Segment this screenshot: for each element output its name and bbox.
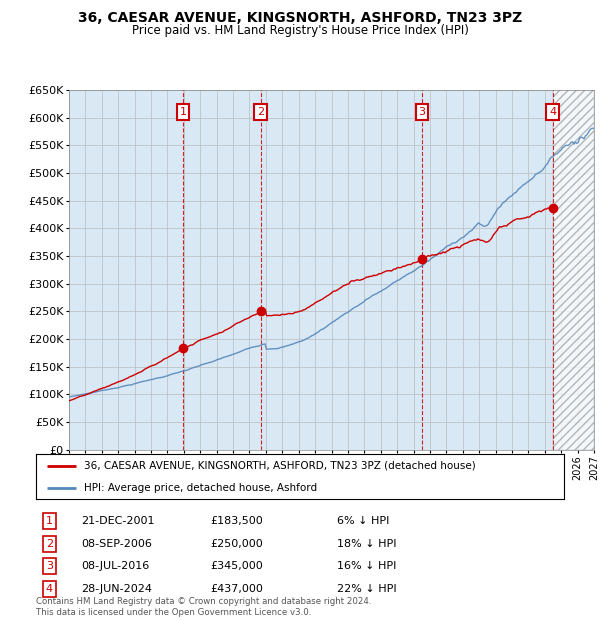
Text: 21-DEC-2001: 21-DEC-2001	[81, 516, 154, 526]
Text: 3: 3	[419, 107, 425, 117]
Text: 2: 2	[46, 539, 53, 549]
Text: 36, CAESAR AVENUE, KINGSNORTH, ASHFORD, TN23 3PZ (detached house): 36, CAESAR AVENUE, KINGSNORTH, ASHFORD, …	[83, 461, 475, 471]
Text: 2: 2	[257, 107, 265, 117]
Text: 22% ↓ HPI: 22% ↓ HPI	[337, 584, 397, 594]
Text: 1: 1	[179, 107, 187, 117]
Text: 3: 3	[46, 561, 53, 571]
Text: 6% ↓ HPI: 6% ↓ HPI	[337, 516, 389, 526]
Text: Contains HM Land Registry data © Crown copyright and database right 2024.
This d: Contains HM Land Registry data © Crown c…	[36, 598, 371, 617]
Text: £345,000: £345,000	[210, 561, 263, 571]
Text: £250,000: £250,000	[210, 539, 263, 549]
Text: HPI: Average price, detached house, Ashford: HPI: Average price, detached house, Ashf…	[83, 483, 317, 493]
Text: 36, CAESAR AVENUE, KINGSNORTH, ASHFORD, TN23 3PZ: 36, CAESAR AVENUE, KINGSNORTH, ASHFORD, …	[78, 11, 522, 25]
Text: £437,000: £437,000	[210, 584, 263, 594]
Text: 1: 1	[46, 516, 53, 526]
Text: 4: 4	[549, 107, 556, 117]
Text: 16% ↓ HPI: 16% ↓ HPI	[337, 561, 397, 571]
Text: 28-JUN-2024: 28-JUN-2024	[81, 584, 152, 594]
Text: 08-SEP-2006: 08-SEP-2006	[81, 539, 152, 549]
Text: £183,500: £183,500	[210, 516, 263, 526]
Text: 08-JUL-2016: 08-JUL-2016	[81, 561, 149, 571]
Text: 4: 4	[46, 584, 53, 594]
Text: Price paid vs. HM Land Registry's House Price Index (HPI): Price paid vs. HM Land Registry's House …	[131, 24, 469, 37]
Text: 18% ↓ HPI: 18% ↓ HPI	[337, 539, 397, 549]
